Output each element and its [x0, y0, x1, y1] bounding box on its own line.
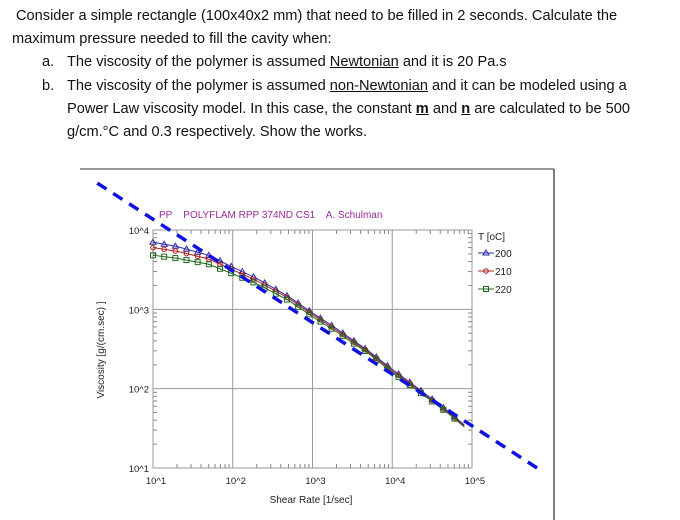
item-b-marker: b. — [42, 78, 55, 94]
series-line-200 — [152, 241, 465, 426]
data-point — [440, 406, 447, 413]
non-newtonian-term: non-Newtonian — [329, 78, 428, 94]
grid — [153, 230, 472, 468]
item-b-pre: The viscosity of the polymer is assumed — [67, 78, 330, 94]
legend-label-200: 200 — [495, 249, 512, 260]
data-point — [161, 246, 167, 253]
data-point — [183, 257, 190, 264]
legend-marker-220-icon — [483, 286, 489, 292]
series-220 — [150, 252, 465, 428]
data-point — [362, 348, 369, 355]
item-b-line-3: g/cm.°C and 0.3 respectively. Show the w… — [67, 124, 367, 140]
data-point — [250, 279, 257, 286]
x-tick-label: 10^5 — [465, 476, 485, 487]
data-point — [250, 276, 257, 282]
y-axis-label: Viscosity [g/(cm.sec) ] — [96, 301, 107, 398]
data-point — [306, 311, 313, 318]
newtonian-term: Newtonian — [329, 54, 399, 70]
series-200 — [149, 238, 465, 426]
data-point — [161, 253, 168, 260]
data-point — [216, 265, 223, 272]
legend: 200 210 220 — [478, 249, 512, 296]
y-tick-label: 10^3 — [129, 305, 149, 316]
data-point — [194, 259, 201, 266]
data-point — [183, 250, 190, 257]
x-tick-label: 10^3 — [305, 476, 325, 487]
question-intro-line-2: maximum pressure needed to fill the cavi… — [12, 31, 332, 47]
data-point — [172, 255, 179, 262]
minor-ticks — [153, 230, 472, 468]
overlay-group — [96, 181, 542, 472]
data-point — [350, 340, 357, 347]
item-b-line2-post: are calculated to be 500 — [470, 101, 631, 117]
item-b-line-1: The viscosity of the polymer is assumed … — [67, 76, 627, 96]
legend-title: T [oC] — [478, 232, 505, 243]
legend-marker-210-icon — [483, 268, 489, 274]
item-b-line-2: Power Law viscosity model. In this case,… — [67, 99, 630, 119]
y-tick-label: 10^1 — [129, 464, 149, 475]
item-b-and: and — [428, 101, 462, 117]
data-point — [160, 240, 169, 247]
tick-labels: 10^1 10^2 10^3 10^4 10^5 10^1 10^2 10^3 … — [129, 226, 485, 487]
data-point — [339, 333, 346, 340]
x-axis-label: Shear Rate [1/sec] — [270, 495, 353, 506]
item-a-pre: The viscosity of the polymer is assumed — [67, 54, 330, 70]
item-b-line2-pre: Power Law viscosity model. In this case,… — [67, 101, 416, 117]
data-point — [395, 374, 402, 381]
data-point — [317, 318, 324, 325]
data-point — [150, 244, 156, 251]
data-point — [149, 238, 157, 245]
item-a-post: and it is 20 Pa.s — [398, 54, 507, 70]
x-tick-label: 10^2 — [226, 476, 246, 487]
item-b-post: and it can be modeled using a — [427, 78, 627, 94]
question-intro-line-1: Consider a simple rectangle (100x40x2 mm… — [16, 8, 618, 24]
data-point — [172, 248, 179, 254]
chart-title: PP POLYFLAM RPP 374ND CS1 A. Schulman — [159, 210, 382, 221]
series-210 — [150, 244, 465, 427]
x-tick-label: 10^1 — [146, 476, 166, 487]
x-tick-label: 10^4 — [385, 476, 405, 487]
power-law-dashed-line — [96, 181, 542, 472]
y-tick-label: 10^4 — [129, 226, 149, 237]
data-point — [295, 303, 302, 310]
data-point — [150, 252, 156, 259]
legend-label-210: 210 — [495, 267, 512, 278]
data-point — [205, 261, 212, 268]
series-group — [149, 238, 465, 428]
plot-area — [152, 229, 473, 469]
data-point — [328, 325, 335, 332]
series-line-220 — [152, 254, 465, 428]
legend-marker-200-icon — [482, 249, 490, 256]
constant-n: n — [461, 101, 471, 117]
y-tick-label: 10^2 — [129, 385, 149, 396]
legend-label-220: 220 — [495, 285, 512, 296]
series-line-210 — [152, 247, 465, 427]
item-a-marker: a. — [42, 54, 55, 70]
item-a-text: The viscosity of the polymer is assumed … — [67, 52, 507, 72]
data-point — [272, 290, 279, 297]
data-point — [194, 253, 201, 260]
constant-m: m — [415, 101, 429, 117]
data-point — [283, 296, 290, 303]
